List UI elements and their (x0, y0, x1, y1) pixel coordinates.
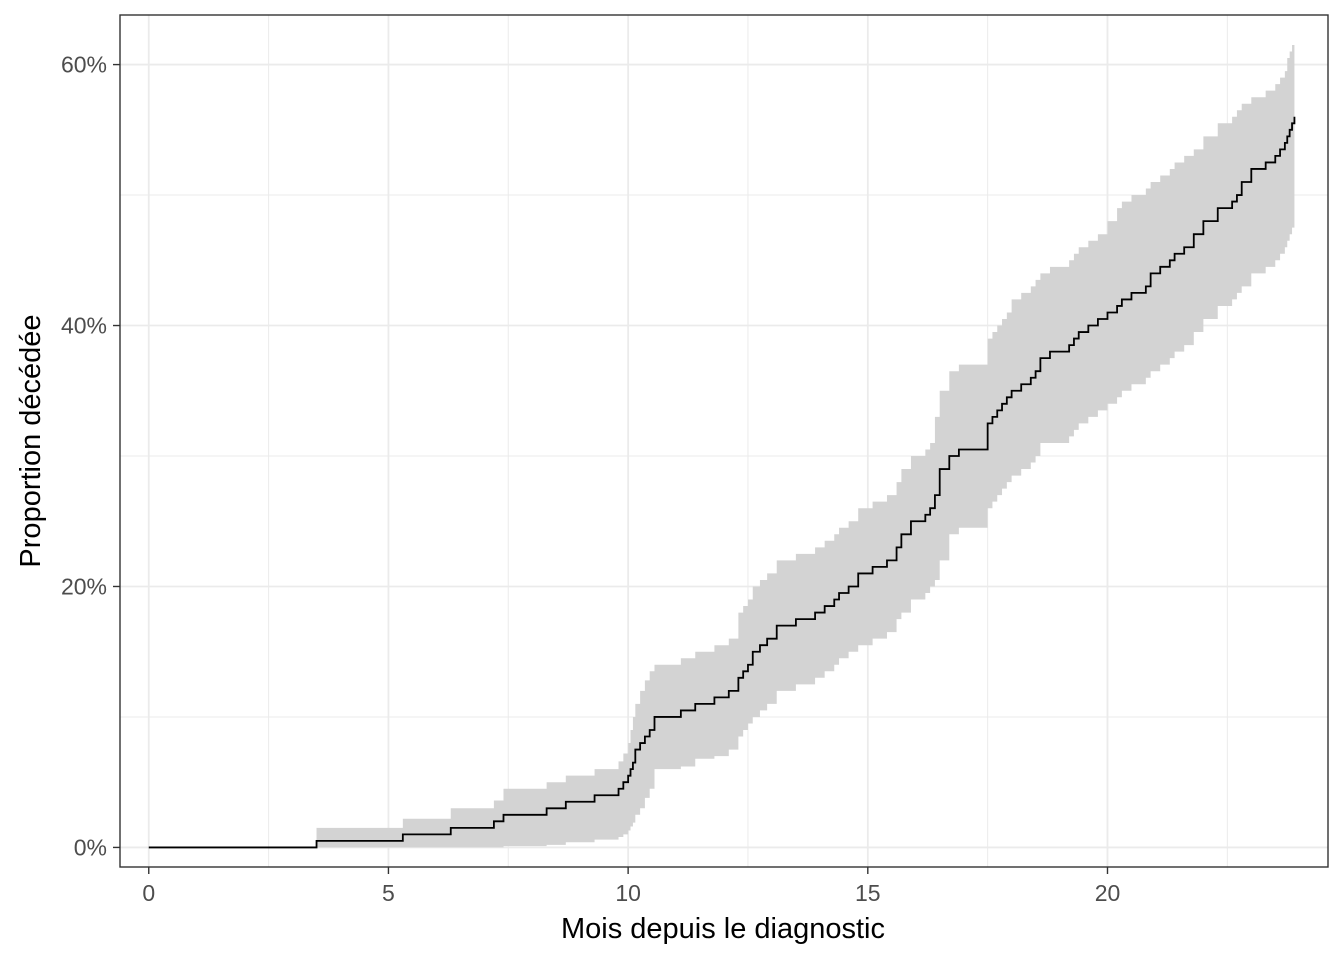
y-axis-title: Proportion décédée (15, 314, 47, 567)
x-tick-label: 20 (1095, 880, 1121, 906)
confidence-band-layer (148, 31, 1295, 848)
y-tick-label: 40% (61, 313, 107, 339)
y-tick-label: 0% (74, 834, 107, 860)
y-tick-label: 60% (61, 52, 107, 78)
x-tick-label: 15 (855, 880, 881, 906)
x-tick-label: 5 (382, 880, 395, 906)
cumulative-incidence-line (148, 116, 1296, 849)
x-axis-title: Mois depuis le diagnostic (561, 913, 885, 945)
x-tick-label: 0 (142, 880, 155, 906)
step-line-layer (148, 116, 1296, 849)
y-axis-ticks: 0% 20% 40% 60% (61, 52, 120, 860)
x-axis-ticks: 0 5 10 15 20 (142, 867, 1120, 906)
y-tick-label: 20% (61, 573, 107, 599)
x-tick-label: 10 (615, 880, 641, 906)
panel-border (119, 14, 1329, 868)
confidence-band (148, 31, 1295, 848)
